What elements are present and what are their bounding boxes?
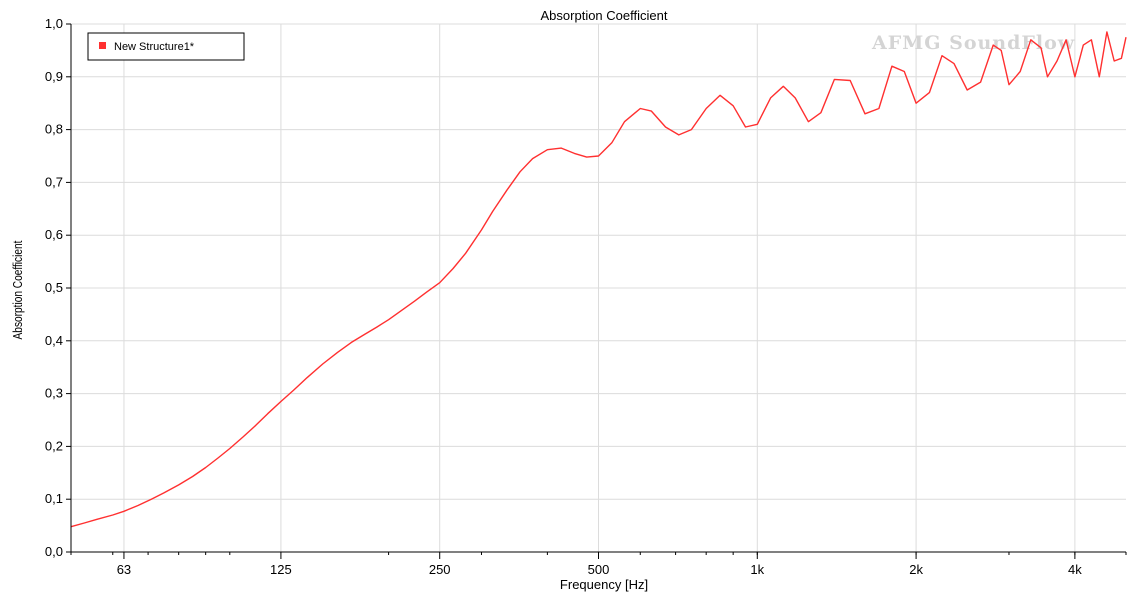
grid-lines [71,23,1126,552]
y-tick-label: 0,9 [45,69,63,84]
chart-title: Absorption Coefficient [541,8,668,23]
x-axis-title: Frequency [Hz] [560,577,648,592]
legend: New Structure1* [87,32,245,61]
x-tick-label: 125 [270,562,292,577]
y-tick-label: 0,2 [45,438,63,453]
x-tick-label: 63 [117,562,131,577]
axes [66,23,1127,559]
y-tick-label: 0,8 [45,122,63,137]
series-layer [70,31,1127,528]
legend-swatch [99,42,106,49]
y-axis-title: Absorption Coefficient [11,240,25,340]
y-tick-label: 0,0 [45,544,63,559]
y-tick-label: 0,7 [45,174,63,189]
y-tick-labels: 0,0 0,1 0,2 0,3 0,4 0,5 0,6 0,7 0,8 0,9 1,0 [45,16,63,559]
x-tick-label: 250 [429,562,451,577]
x-tick-label: 1k [750,562,764,577]
x-tick-label: 4k [1068,562,1082,577]
legend-label: New Structure1* [114,41,195,53]
legend-box [87,32,245,61]
series-line-0 [70,31,1127,528]
x-tick-label: 500 [588,562,610,577]
x-tick-labels: 63 125 250 500 1k 2k 4k [117,562,1083,577]
y-tick-label: 1,0 [45,16,63,31]
y-tick-label: 0,1 [45,491,63,506]
y-tick-label: 0,3 [45,386,63,401]
x-tick-label: 2k [909,562,923,577]
y-tick-label: 0,5 [45,280,63,295]
watermark-text: AFMG SoundFlow [871,32,1075,54]
y-tick-label: 0,4 [45,333,63,348]
y-tick-label: 0,6 [45,227,63,242]
